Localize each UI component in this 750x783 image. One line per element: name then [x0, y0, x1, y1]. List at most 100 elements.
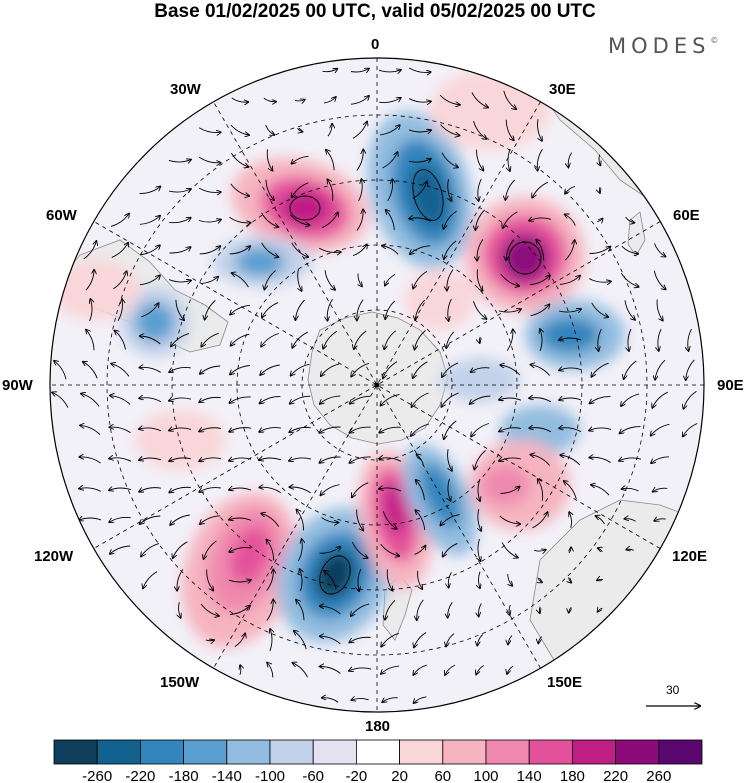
wind-arrow [177, 569, 184, 590]
anomaly-positive [501, 234, 549, 282]
wind-arrow [591, 362, 609, 377]
wind-arrow [229, 246, 251, 255]
anomaly-positive [50, 260, 140, 320]
wind-arrow [143, 571, 158, 589]
wind-arrow [230, 183, 249, 196]
modes-logo: MODES© [608, 34, 718, 58]
wind-arrow [508, 635, 513, 645]
wind-arrow [499, 428, 521, 432]
wind-arrow [442, 362, 459, 377]
anomaly-negative [135, 302, 175, 342]
graticule [50, 58, 704, 712]
wind-arrow [382, 697, 398, 702]
wind-arrow [199, 428, 221, 432]
wind-arrow [298, 269, 302, 291]
wind-arrow [265, 124, 275, 135]
wind-arrow [534, 550, 546, 551]
wind-arrow [538, 577, 542, 583]
wind-arrow [79, 518, 102, 520]
wind-arrow [599, 186, 600, 193]
wind-arrow [385, 599, 396, 619]
wind-arrow [499, 515, 520, 524]
wind-arrow [297, 510, 304, 531]
meridian-line [93, 221, 661, 549]
wind-arrow [653, 270, 665, 290]
wind-arrow [441, 392, 459, 407]
wind-arrow [624, 519, 636, 522]
wind-arrow [379, 98, 401, 104]
wind-arrow [351, 362, 369, 376]
wind-arrow [539, 606, 540, 613]
wind-arrow [83, 362, 98, 379]
wind-arrow [140, 515, 161, 524]
wind-arrow [295, 299, 305, 320]
wind-arrow [688, 328, 692, 351]
wind-arrow [199, 487, 221, 492]
wind-arrow [478, 538, 481, 561]
wind-arrow [141, 543, 160, 557]
wind-arrow [259, 427, 281, 432]
wind-arrow [229, 216, 250, 223]
wind-arrow [506, 239, 515, 261]
wind-arrow [79, 457, 101, 464]
wind-arrow [324, 270, 335, 290]
wind-arrow [179, 602, 181, 618]
wind-arrow [620, 426, 641, 434]
wind-arrow [324, 97, 336, 104]
wind-arrow [408, 98, 431, 102]
wind-arrow [139, 487, 161, 492]
wind-arrow [529, 218, 552, 221]
wind-arrow [598, 608, 603, 612]
wind-arrow [569, 512, 571, 529]
wind-arrow [169, 428, 192, 431]
wind-arrow [536, 240, 545, 261]
wind-arrow [229, 518, 252, 520]
wind-arrow [111, 364, 130, 377]
wind-arrow [530, 365, 550, 376]
wind-arrow [381, 632, 399, 646]
wind-arrow [291, 363, 310, 375]
wind-arrow [294, 631, 307, 650]
wind-arrow [270, 629, 272, 652]
wind-arrow [559, 368, 582, 370]
wind-arrow [444, 240, 457, 259]
wind-arrow [298, 539, 302, 562]
colorbar-swatch [269, 739, 314, 765]
wind-arrow [198, 127, 221, 133]
wind-arrow [597, 219, 602, 222]
wind-arrow [240, 665, 241, 675]
wind-arrow [169, 218, 190, 224]
wind-arrow [439, 94, 460, 105]
wind-arrow [560, 455, 581, 466]
wind-arrow [558, 309, 581, 312]
meridian-line [213, 101, 541, 669]
wind-arrow [109, 458, 132, 462]
wind-arrow [530, 304, 550, 317]
wind-arrow [621, 393, 640, 406]
meridian-line [213, 101, 541, 669]
wind-arrow [115, 331, 126, 350]
wind-arrow [139, 458, 162, 460]
wind-arrow [444, 420, 457, 439]
wind-arrow [598, 328, 602, 351]
wind-arrow [320, 484, 340, 496]
wind-arrow [266, 540, 275, 561]
wind-arrow [323, 330, 338, 348]
wind-arrow [413, 664, 427, 675]
wind-arrow [386, 210, 395, 231]
colorbar-tick-label: 260 [646, 768, 671, 783]
map-frame [49, 57, 705, 713]
wind-arrow [654, 243, 666, 256]
wind-arrow [352, 482, 369, 498]
colorbar-swatch [183, 739, 228, 765]
wind-arrow [479, 571, 481, 589]
wind-arrow [447, 449, 452, 471]
colorbar-swatch [528, 739, 573, 765]
wind-arrow [199, 246, 221, 255]
wind-arrow [478, 603, 482, 617]
wind-arrow [559, 398, 582, 400]
wind-arrow [476, 269, 482, 290]
wind-arrow [228, 580, 251, 582]
anomaly-positive [405, 270, 475, 330]
wind-arrow [385, 300, 396, 319]
